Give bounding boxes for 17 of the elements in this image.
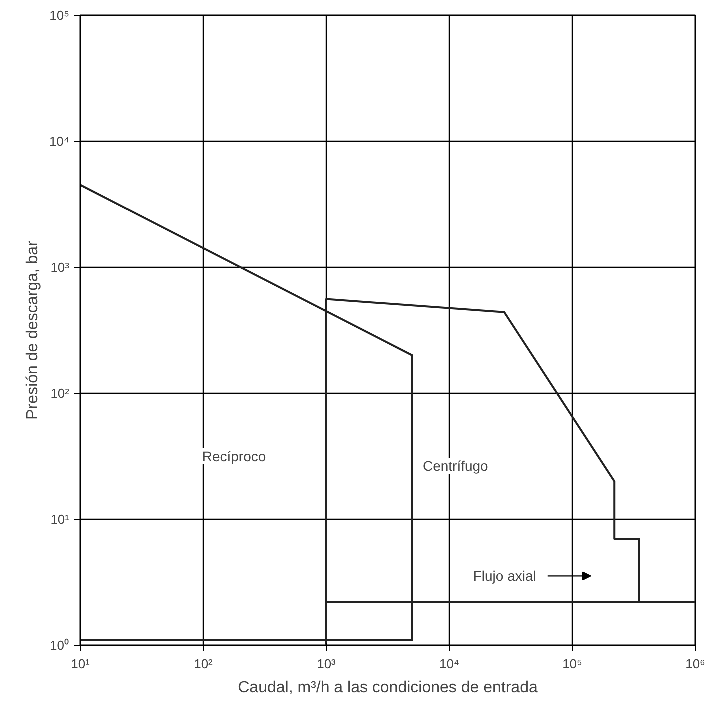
annotation: Centrífugo (422, 458, 489, 474)
annotation: Flujo axial (473, 568, 536, 584)
y-tick-label: 10⁴ (49, 134, 70, 149)
y-axis-title: Presión de descarga, bar (24, 240, 42, 420)
x-tick-label: 10² (194, 656, 214, 672)
x-axis-title: Caudal, m³/h a las condiciones de entrada (238, 680, 538, 696)
y-tick-label: 10⁵ (50, 8, 70, 23)
y-tick-label: 10¹ (50, 512, 70, 527)
y-tick-label: 10⁰ (50, 638, 70, 653)
x-tick-label: 10¹ (71, 656, 91, 672)
x-tick-label: 10⁴ (439, 656, 460, 672)
y-tick-label: 10³ (50, 260, 70, 275)
annotation: Recíproco (202, 448, 266, 464)
y-tick-label: 10² (50, 386, 70, 401)
x-tick-label: 10⁶ (686, 656, 706, 672)
x-tick-label: 10³ (317, 656, 337, 672)
x-tick-label: 10⁵ (562, 656, 582, 672)
